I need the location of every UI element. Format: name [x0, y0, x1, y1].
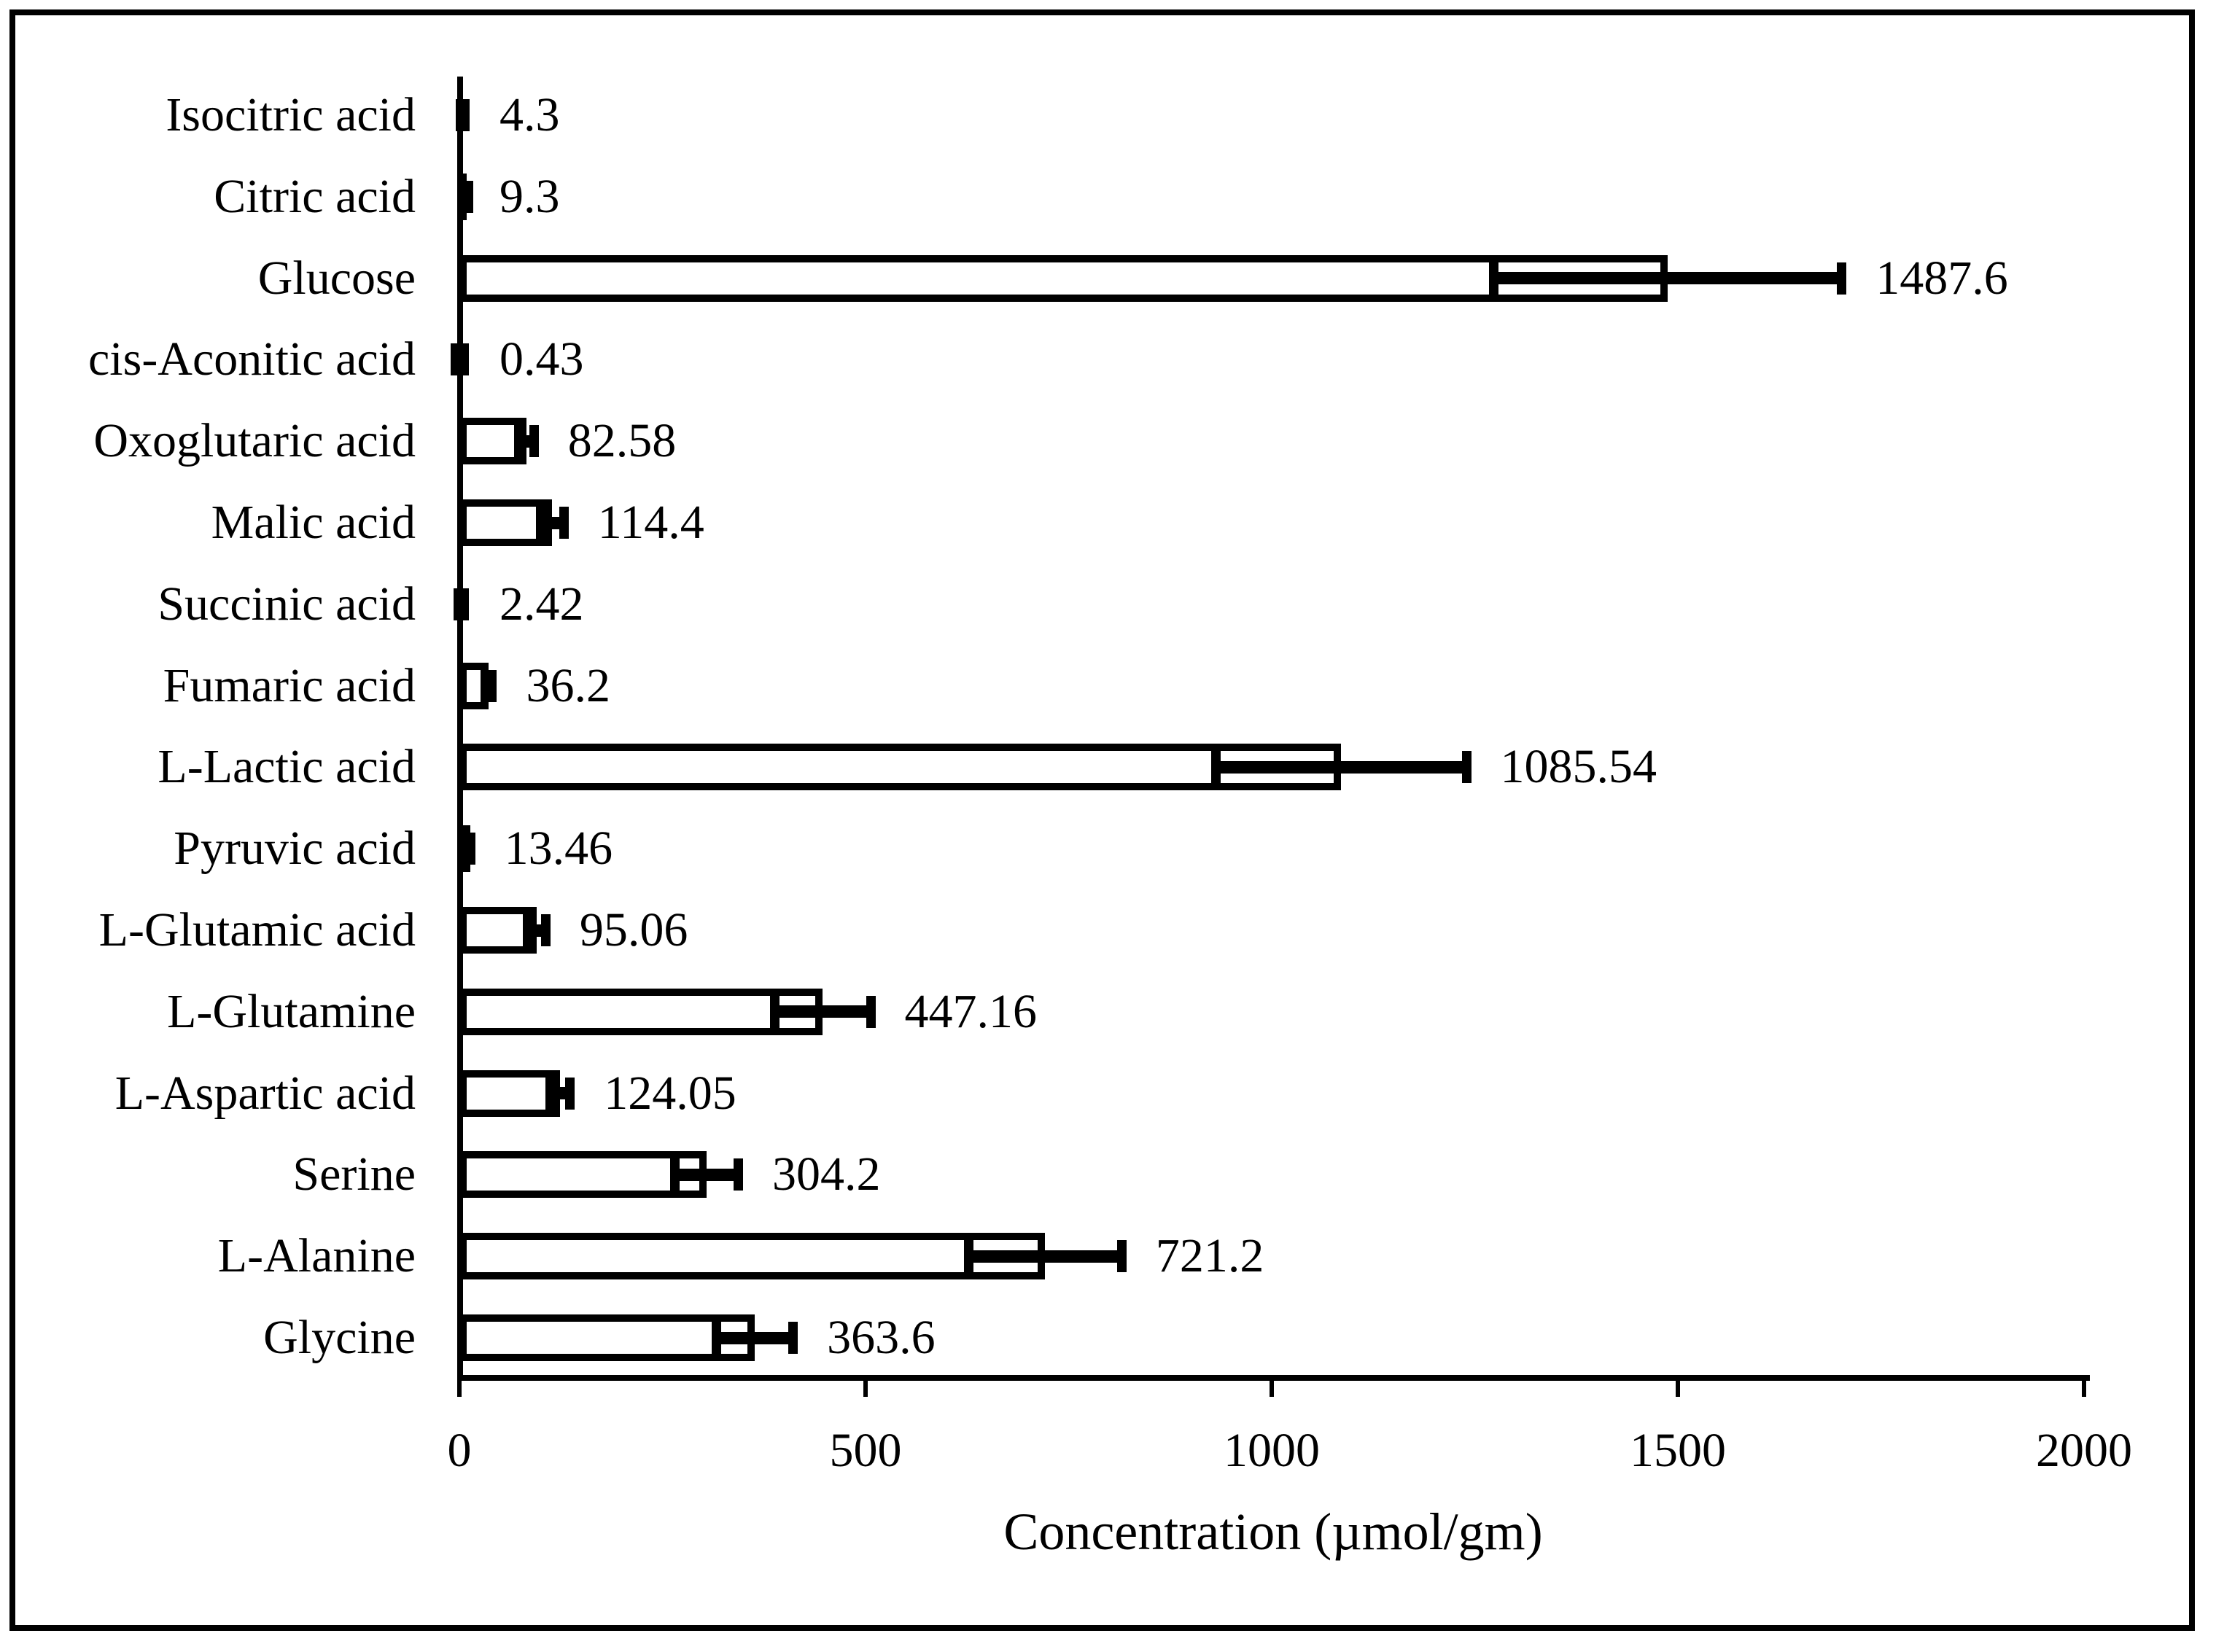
y-axis-line	[457, 77, 463, 1381]
error-bar-right-cap	[1461, 751, 1471, 784]
bar	[459, 254, 1668, 302]
error-bar-left-cap	[669, 1158, 680, 1191]
x-axis-line	[457, 1375, 2090, 1381]
x-axis-tick-label: 1000	[1224, 1424, 1320, 1477]
error-bar-right-cap	[529, 425, 539, 458]
value-label: 9.3	[499, 169, 560, 223]
bar	[459, 1233, 1046, 1280]
error-bar-line	[669, 1168, 743, 1181]
value-label: 363.6	[827, 1311, 936, 1364]
value-label: 95.06	[579, 903, 688, 956]
error-bar-right-cap	[1116, 1240, 1127, 1273]
category-label: Serine	[292, 1148, 416, 1201]
error-bar-line	[712, 1331, 798, 1344]
error-bar-left-cap	[514, 425, 524, 458]
error-bar-left-cap	[769, 995, 780, 1028]
error-bar-left-cap	[459, 343, 470, 376]
error-bar-left-cap	[1489, 262, 1499, 295]
x-axis-title: Concentration (µmol/gm)	[1003, 1503, 1543, 1561]
x-axis-tick-label: 0	[447, 1424, 472, 1477]
x-axis-tick	[1676, 1381, 1680, 1397]
error-bar-right-cap	[450, 343, 460, 376]
error-bar-right-cap	[565, 1077, 575, 1110]
value-label: 13.46	[504, 822, 613, 876]
error-bar-left-cap	[712, 1322, 721, 1354]
error-bar-line	[1211, 760, 1471, 774]
x-axis-tick	[863, 1381, 868, 1397]
error-bar-left-cap	[522, 914, 532, 946]
category-label: Isocitric acid	[166, 88, 416, 141]
category-label: L-Glutamine	[167, 984, 416, 1038]
value-label: 304.2	[772, 1148, 881, 1201]
error-bar-right-cap	[456, 99, 466, 131]
category-label: cis-Aconitic acid	[88, 332, 416, 386]
error-bar-line	[964, 1250, 1127, 1263]
bar	[459, 1314, 755, 1361]
error-bar-right-cap	[866, 995, 876, 1028]
category-label: Glycine	[263, 1311, 416, 1364]
error-bar-left-cap	[536, 507, 546, 539]
category-label: Succinic acid	[158, 577, 416, 631]
error-bar-right-cap	[540, 914, 551, 946]
error-bar-right-cap	[453, 588, 463, 620]
x-axis-tick	[2082, 1381, 2086, 1397]
category-label: Glucose	[257, 251, 416, 305]
error-bar-left-cap	[545, 1077, 556, 1110]
category-label: Oxoglutaric acid	[93, 414, 416, 468]
error-bar-line	[1489, 272, 1847, 285]
value-label: 36.2	[526, 658, 610, 712]
value-label: 447.16	[904, 984, 1038, 1038]
category-label: Malic acid	[211, 496, 416, 549]
error-bar-line	[769, 1005, 876, 1018]
error-bar-right-cap	[487, 669, 497, 702]
category-label: L-Lactic acid	[158, 740, 416, 794]
error-bar-right-cap	[1837, 262, 1847, 295]
value-label: 82.58	[567, 414, 677, 468]
x-axis-tick-label: 500	[829, 1424, 902, 1477]
x-axis-tick-label: 1500	[1630, 1424, 1726, 1477]
value-label: 124.05	[604, 1066, 736, 1120]
x-axis-tick-label: 2000	[2036, 1424, 2132, 1477]
error-bar-right-cap	[734, 1158, 743, 1191]
value-label: 2.42	[499, 577, 584, 631]
value-label: 4.3	[499, 88, 560, 141]
error-bar-right-cap	[465, 833, 475, 865]
category-label: L-Alanine	[217, 1229, 416, 1283]
category-label: Citric acid	[214, 169, 416, 223]
value-label: 0.43	[499, 332, 584, 386]
value-label: 1487.6	[1875, 251, 2008, 305]
x-axis-tick	[1270, 1381, 1274, 1397]
bar	[459, 744, 1342, 791]
category-label: L-Aspartic acid	[114, 1066, 416, 1120]
category-label: Pyruvic acid	[174, 822, 416, 876]
error-bar-right-cap	[788, 1322, 798, 1354]
error-bar-left-cap	[964, 1240, 974, 1273]
value-label: 1085.54	[1500, 740, 1657, 794]
x-axis-tick	[457, 1381, 462, 1397]
bar	[459, 988, 823, 1035]
category-label: Fumaric acid	[163, 658, 416, 712]
value-label: 721.2	[1155, 1229, 1264, 1283]
figure-border-frame	[9, 9, 2195, 1631]
category-label: L-Glutamic acid	[98, 903, 416, 956]
error-bar-left-cap	[1211, 751, 1221, 784]
bar	[459, 1151, 707, 1199]
error-bar-right-cap	[460, 180, 470, 213]
value-label: 114.4	[597, 496, 704, 549]
error-bar-right-cap	[559, 507, 569, 539]
